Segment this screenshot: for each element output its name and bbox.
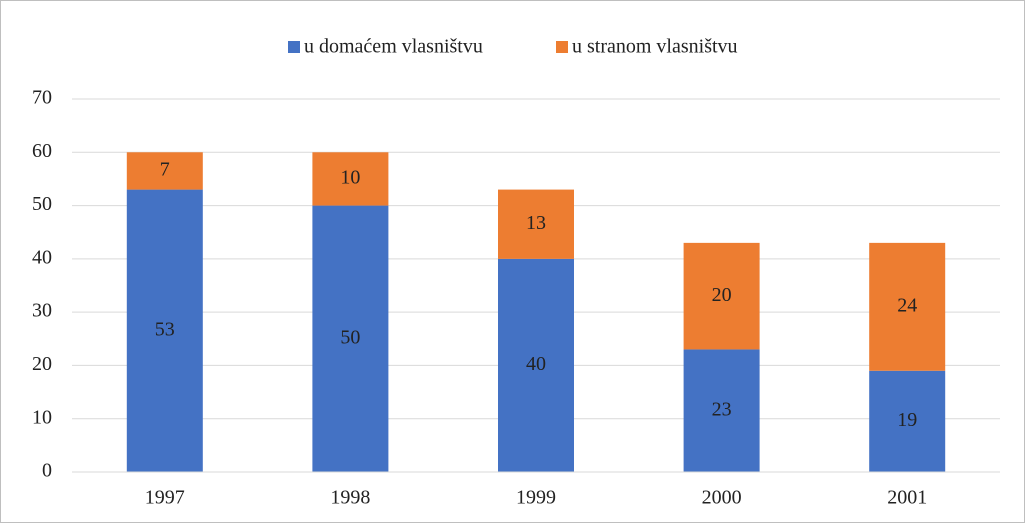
bar-segment [869,370,946,472]
bar-segment [683,349,760,472]
bar-segment [683,242,760,350]
data-label: 53 [155,318,175,340]
data-label: 10 [340,167,360,189]
x-tick-label: 1999 [516,487,556,509]
y-tick-label: 40 [32,246,52,268]
data-label: 20 [712,284,732,306]
y-tick-label: 30 [32,300,52,322]
data-label: 50 [340,326,360,348]
y-tick-label: 10 [32,406,52,428]
data-label: 19 [897,409,917,431]
data-label: 7 [160,159,170,181]
legend-label: u domaćem vlasništvu [304,36,483,58]
bar-segment [126,189,203,473]
bar-segment [869,242,946,371]
bar-segment [126,152,203,190]
bar-segment [312,152,389,206]
x-tick-label: 1997 [145,487,185,509]
legend-swatch [288,41,300,53]
x-tick-label: 1998 [330,487,370,509]
y-tick-label: 50 [32,193,52,215]
data-label: 13 [526,212,546,234]
bar-segment [312,205,389,473]
bar-segment [498,189,574,259]
y-tick-label: 60 [32,140,52,162]
data-label: 24 [897,294,917,316]
x-tick-label: 2000 [702,487,742,509]
legend-swatch [556,41,568,53]
data-label: 23 [712,398,732,420]
bar-segment [498,258,574,472]
y-tick-label: 0 [42,460,52,482]
y-tick-label: 20 [32,353,52,375]
data-label: 40 [526,353,546,375]
y-tick-label: 70 [32,87,52,109]
legend-label: u stranom vlasništvu [572,36,738,58]
x-tick-label: 2001 [887,487,927,509]
